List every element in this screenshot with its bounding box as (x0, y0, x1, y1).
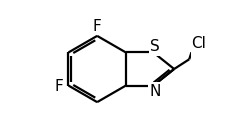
Text: N: N (149, 84, 161, 99)
Text: Cl: Cl (192, 36, 206, 51)
Text: F: F (93, 19, 102, 34)
Text: S: S (150, 39, 160, 54)
Text: F: F (54, 79, 63, 94)
